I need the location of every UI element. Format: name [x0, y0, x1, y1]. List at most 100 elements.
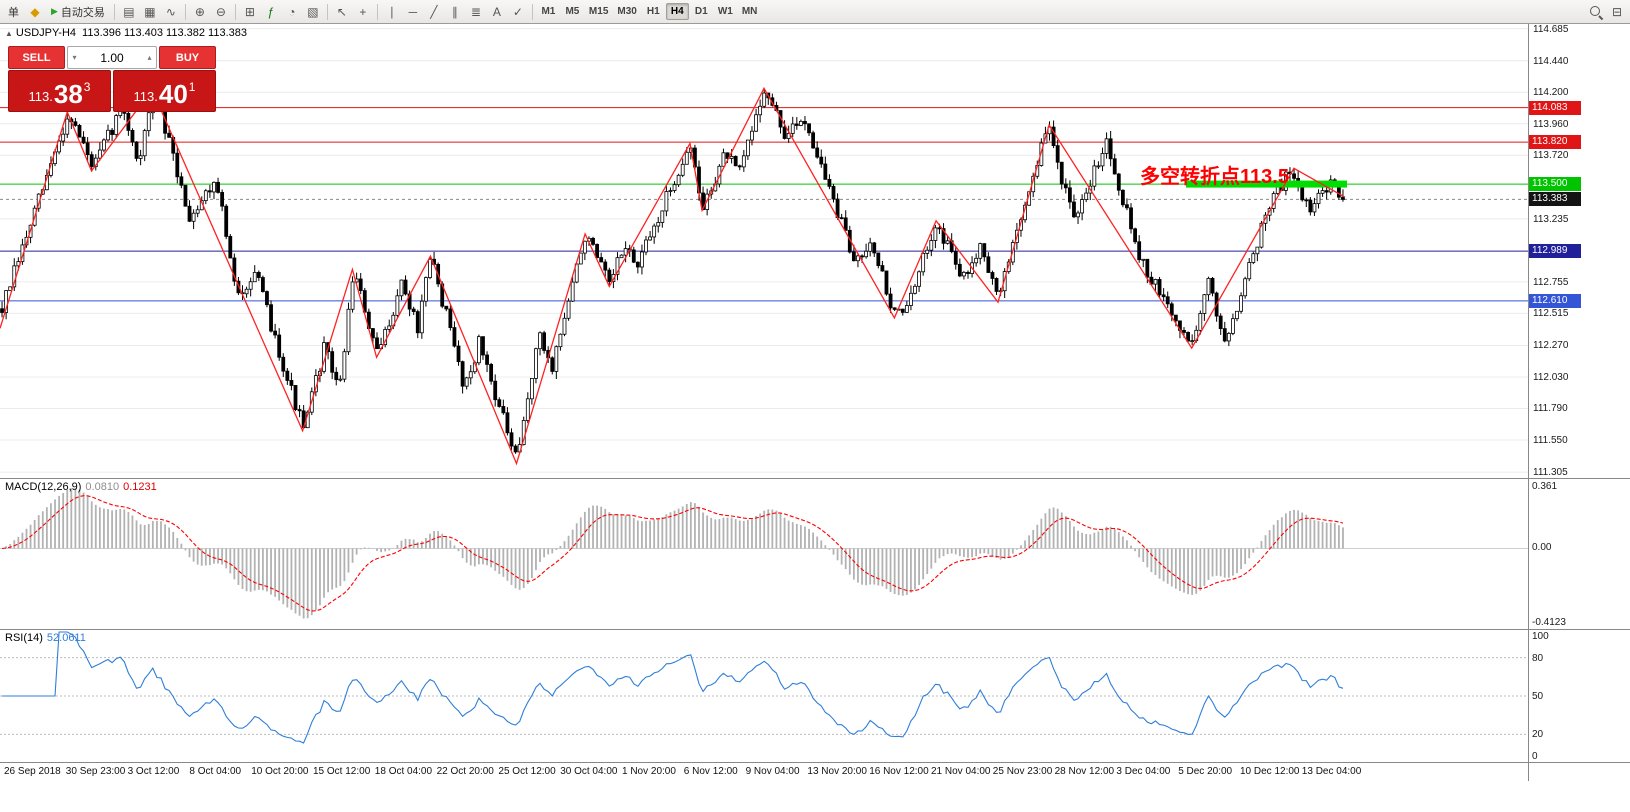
vertical-line-icon[interactable]: ∣	[388, 4, 395, 19]
rsi-chart	[0, 631, 1528, 744]
price-axis-label: 112.755	[1533, 276, 1569, 288]
time-axis-label: 22 Oct 20:00	[436, 766, 494, 777]
buy-price-prefix: 113.	[133, 89, 158, 104]
time-axis-label: 25 Nov 23:00	[992, 766, 1053, 777]
time-axis-label: 3 Oct 12:00	[127, 766, 180, 777]
time-axis-label: 5 Dec 20:00	[1178, 766, 1233, 777]
timeframe-d1-button[interactable]: D1	[694, 6, 708, 17]
timeframe-h4-button[interactable]: H4	[665, 3, 689, 20]
time-axis-label: 3 Dec 04:00	[1116, 766, 1171, 777]
macd-label: MACD(12,26,9) 0.0810 0.1231	[5, 481, 161, 493]
price-badge[interactable]: 113.820	[1529, 135, 1581, 150]
buy-price-pip: 1	[188, 80, 196, 94]
chart-layout-icon[interactable]: ⊟	[1611, 4, 1623, 19]
rsi-scale-20: 20	[1532, 729, 1544, 741]
price-badge[interactable]: 114.083	[1529, 100, 1581, 115]
zoom-in-icon[interactable]: ⊕	[194, 4, 205, 19]
price-badge[interactable]: 113.383	[1529, 192, 1581, 207]
buy-price-display[interactable]: 113. 40 1	[113, 70, 216, 112]
periods-icon[interactable]: ◔	[288, 4, 296, 19]
macd-scale-max: 0.361	[1532, 481, 1558, 492]
autotrade-button-icon: ▶	[51, 6, 58, 16]
tile-windows-icon[interactable]: ⊞	[244, 4, 255, 19]
price-axis-label: 112.515	[1533, 308, 1569, 320]
macd-scale-min: -0.4123	[1532, 617, 1566, 628]
time-axis-label: 10 Oct 20:00	[251, 766, 309, 777]
price-axis-label: 114.440	[1533, 55, 1569, 67]
volume-up-icon[interactable]: ▴	[147, 53, 152, 62]
time-axis-label: 30 Oct 04:00	[560, 766, 618, 777]
indicators-icon[interactable]: ƒ	[267, 4, 275, 19]
rsi-scale-0: 0	[1532, 751, 1538, 762]
new-order-button[interactable]: 单	[3, 3, 24, 21]
price-axis-label: 112.030	[1533, 371, 1569, 383]
chart-annotation-text: 多空转折点113.5	[1140, 166, 1289, 188]
time-axis-label: 26 Sep 2018	[4, 766, 61, 777]
search-icon[interactable]	[1586, 3, 1606, 21]
price-badge[interactable]: 112.989	[1529, 244, 1581, 259]
time-axis-label: 1 Nov 20:00	[622, 766, 676, 777]
price-axis-label: 114.685	[1533, 23, 1569, 35]
zoom-out-icon[interactable]: ⊖	[215, 4, 226, 19]
timeframe-m5-button[interactable]: M5	[565, 6, 580, 17]
horizontal-line-icon[interactable]: ─	[408, 4, 418, 19]
time-axis-label: 13 Dec 04:00	[1301, 766, 1362, 777]
chart-symbol: USDJPY-H4	[15, 27, 77, 39]
alert-icon[interactable]: ◆	[30, 4, 40, 19]
toolbar-separator	[326, 3, 328, 20]
rsi-panel: RSI(14) 52.0611 100 80 50 20 0	[0, 630, 1630, 763]
timeframe-w1-button[interactable]: W1	[717, 6, 733, 17]
time-axis-label: 15 Oct 12:00	[313, 766, 371, 777]
chart-title: ▲ USDJPY-H4 113.396 113.403 113.382 113.38…	[5, 27, 247, 39]
line-chart-icon[interactable]: ∿	[165, 4, 176, 19]
price-axis-label: 111.790	[1533, 403, 1568, 415]
time-axis-label: 25 Oct 12:00	[498, 766, 556, 777]
volume-down-icon[interactable]: ▾	[72, 53, 77, 62]
cursor-icon[interactable]: ↖	[336, 4, 347, 19]
sell-price-display[interactable]: 113. 38 3	[8, 70, 111, 112]
rsi-name: RSI(14)	[5, 632, 43, 644]
price-axis-label: 111.305	[1533, 467, 1568, 479]
crosshair-icon[interactable]: +	[359, 4, 367, 19]
chart-window[interactable]: ▲ USDJPY-H4 113.396 113.403 113.382 113.38…	[0, 24, 1630, 479]
buy-button[interactable]: BUY	[159, 46, 216, 69]
new-order-button-label: 单	[8, 6, 19, 19]
price-badge[interactable]: 113.500	[1529, 177, 1581, 192]
text-tool-icon[interactable]: A	[492, 4, 501, 19]
templates-icon[interactable]: ▧	[307, 4, 319, 19]
timeframe-m1-button[interactable]: M1	[541, 6, 556, 17]
one-click-trading-panel: SELL ▾ ▴ BUY 113.383 113.401	[8, 46, 216, 112]
timeframe-mn-button[interactable]: MN	[741, 6, 758, 17]
toolbar-separator	[234, 3, 236, 20]
price-chart[interactable]	[0, 24, 1528, 478]
macd-panel: MACD(12,26,9) 0.0810 0.1231 0.361 0.00 -0.41…	[0, 479, 1630, 630]
sell-button[interactable]: SELL	[8, 46, 65, 69]
toolbar-separator	[531, 3, 533, 20]
timeframe-m30-button[interactable]: M30	[617, 6, 637, 17]
sell-price-prefix: 113.	[28, 89, 53, 104]
toolbar-separator	[113, 3, 115, 20]
volume-input[interactable]	[81, 50, 143, 65]
axis-separator	[1528, 479, 1529, 629]
price-badge[interactable]: 112.610	[1529, 293, 1581, 308]
panel-collapse-icon[interactable]: ▲	[5, 29, 13, 38]
time-axis[interactable]: 26 Sep 2018 30 Sep 23:00 3 Oct 12:00 8 Oct …	[0, 763, 1630, 781]
price-axis-label: 113.720	[1533, 150, 1569, 162]
time-axis-label: 18 Oct 04:00	[374, 766, 433, 777]
trendline-icon[interactable]: ╱	[430, 4, 438, 19]
bar-chart-icon[interactable]: ▤	[123, 4, 135, 19]
fibonacci-icon[interactable]: ≣	[470, 4, 481, 19]
arrows-tool-icon[interactable]: ✓	[512, 4, 523, 19]
candlestick-chart-icon[interactable]: ▦	[144, 4, 156, 19]
volume-input-box[interactable]: ▾ ▴	[67, 46, 157, 69]
timeframe-h1-button[interactable]: H1	[646, 6, 660, 17]
autotrade-button[interactable]: ▶ 自动交易	[46, 3, 110, 21]
axis-separator	[1528, 763, 1529, 781]
rsi-value: 52.0611	[46, 632, 86, 644]
price-axis-label: 113.960	[1533, 118, 1569, 130]
equidistant-channel-icon[interactable]: ∥	[451, 4, 458, 19]
magnifier-glyph	[1588, 4, 1604, 20]
sell-price-big: 38	[53, 79, 83, 109]
timeframe-m15-button[interactable]: M15	[588, 6, 609, 17]
autotrade-button-label: 自动交易	[60, 6, 105, 19]
